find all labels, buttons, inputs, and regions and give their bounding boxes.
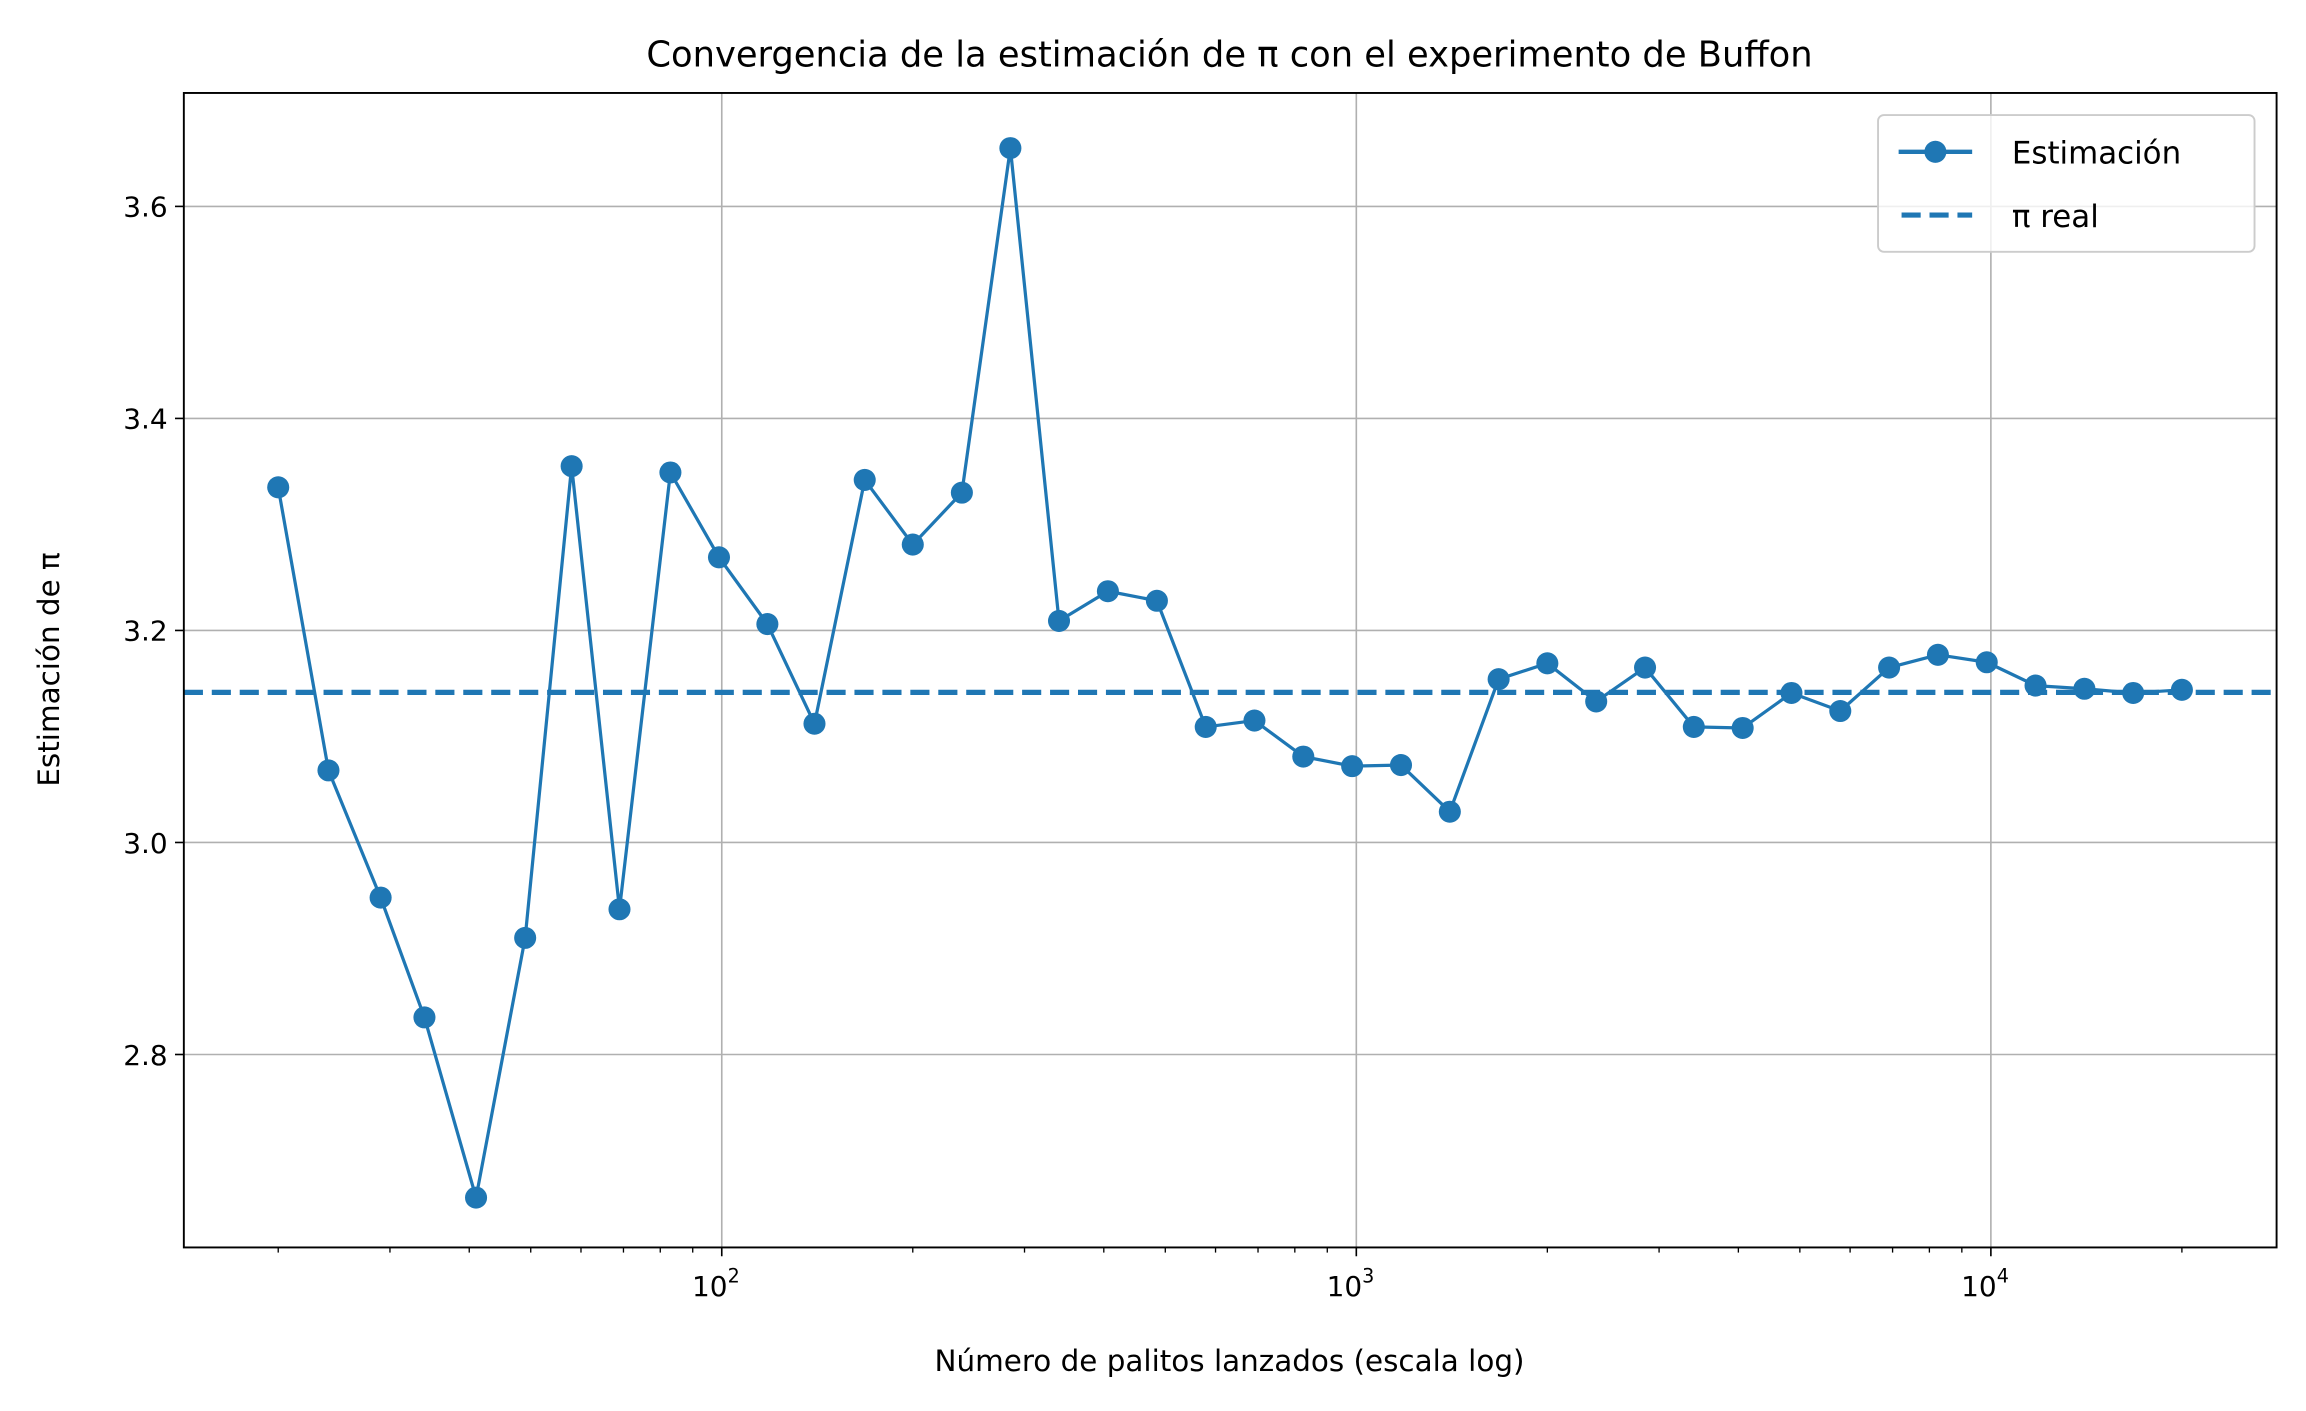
x-axis: 102 103 104 [277,1247,2183,1303]
chart-title: Convergencia de la estimación de π con e… [646,34,1812,75]
data-point [317,759,340,782]
data-point [1487,668,1510,691]
x-axis-label: Número de palitos lanzados (escala log) [934,1344,1524,1378]
y-tick-label: 3.4 [123,403,167,436]
data-point [1243,709,1266,732]
data-point [1438,800,1461,823]
data-point [2024,674,2047,697]
data-point [1047,609,1071,632]
y-tick-label: 2.8 [123,1039,167,1072]
data-point [560,455,583,478]
data-point [1975,651,1998,674]
estimation-line [276,146,2183,1200]
data-point [1731,716,1754,740]
data-point [1536,652,1559,675]
data-point [1585,690,1608,713]
data-point [2073,677,2096,700]
data-point [2170,678,2193,701]
data-point [1096,580,1119,603]
data-point [756,613,779,636]
y-tick-label: 3.2 [123,615,167,648]
plot-area [183,137,2277,1209]
data-point [707,546,731,569]
data-point [1682,715,1705,738]
data-point [369,886,392,909]
data-point [1878,656,1901,679]
legend-entry-pi-real: π real [2012,199,2099,235]
legend-entry-estimacion: Estimación [2012,136,2181,172]
data-point [1194,715,1217,738]
x-tick-label: 102 [692,1265,740,1303]
data-point [853,468,876,491]
data-point [1341,755,1364,778]
legend: Estimación π real [1877,114,2256,253]
y-tick-label: 3.6 [123,191,167,224]
x-tick-label: 103 [1327,1265,1375,1303]
data-point [901,533,924,556]
data-point [1634,656,1657,679]
data-point [999,137,1022,160]
data-point [803,712,826,735]
y-axis: 2.8 3.0 3.2 3.4 3.6 [123,191,184,1072]
data-point [1780,681,1803,705]
data-point [2122,681,2145,705]
y-tick-label: 3.0 [123,827,167,860]
x-tick-label: 104 [1961,1265,2009,1303]
y-axis-label: Estimación de π [32,552,66,786]
axes-frame [182,92,2278,1249]
data-point [608,898,631,921]
data-point [1926,643,1949,666]
data-point [1292,745,1315,768]
data-point [465,1186,488,1209]
data-point [267,476,290,499]
data-point [514,926,537,949]
data-point [659,461,682,484]
data-point [950,481,973,504]
legend-marker-swatch [1924,140,1947,163]
data-point [1389,754,1413,777]
data-point [1145,589,1168,612]
data-point [413,1006,436,1029]
data-point [1829,699,1852,723]
